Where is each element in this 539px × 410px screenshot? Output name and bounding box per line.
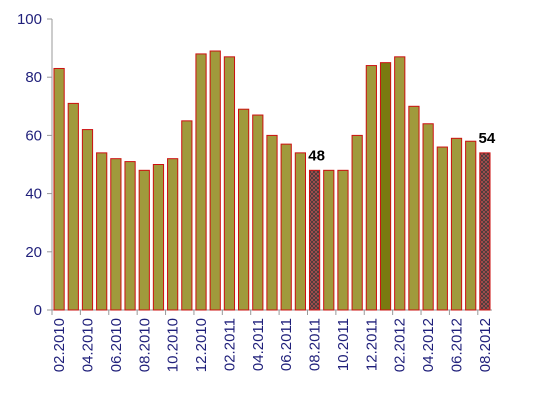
- bar: [167, 158, 179, 311]
- y-tick-label: 20: [25, 244, 42, 261]
- x-tick-label: 08.2010: [136, 318, 153, 372]
- y-tick-label: 80: [25, 69, 42, 86]
- y-tick-label: 100: [17, 11, 42, 28]
- x-tick-label: 02.2011: [221, 318, 238, 371]
- bar: [323, 169, 335, 311]
- y-tick-label: 40: [25, 186, 42, 203]
- bar: [408, 105, 420, 311]
- bar: [294, 152, 306, 311]
- y-tick-label: 0: [34, 302, 42, 319]
- x-tick-label: 06.2012: [449, 318, 466, 372]
- bar: [280, 143, 292, 311]
- bar: [379, 62, 392, 311]
- bar: [238, 108, 250, 311]
- bar: [53, 67, 65, 311]
- x-tick-label: 04.2011: [250, 318, 267, 371]
- x-tick-label: 06.2010: [108, 318, 125, 372]
- bar: [152, 164, 165, 311]
- x-tick-label: 08.2011: [307, 318, 324, 371]
- bar: [209, 50, 221, 311]
- bar: [422, 123, 434, 311]
- bar: [394, 56, 406, 311]
- bar: [266, 134, 278, 311]
- x-tick-label: 12.2011: [363, 318, 380, 371]
- bar: [465, 140, 477, 311]
- x-tick-label: 02.2012: [392, 318, 409, 372]
- bar: [96, 152, 108, 311]
- x-tick-label: 10.2010: [165, 318, 182, 372]
- data-label: 48: [308, 147, 325, 164]
- bar: [81, 129, 94, 311]
- x-tick-label: 04.2010: [79, 318, 96, 372]
- bar: [450, 137, 463, 311]
- bar: [252, 114, 264, 311]
- bar: [223, 56, 236, 311]
- bar: [436, 146, 448, 311]
- bar: [337, 169, 349, 311]
- bar: [181, 120, 193, 311]
- bar: [479, 152, 491, 311]
- data-label: 54: [479, 130, 496, 147]
- x-tick-label: 08.2012: [477, 318, 494, 372]
- x-tick-label: 02.2010: [51, 318, 68, 372]
- bar: [124, 161, 136, 311]
- x-tick-label: 04.2012: [420, 318, 437, 372]
- bar: [67, 102, 79, 311]
- y-tick-label: 60: [25, 127, 42, 144]
- bar: [195, 53, 207, 311]
- bar: [351, 134, 363, 311]
- x-tick-label: 06.2011: [278, 318, 295, 371]
- bar: [365, 65, 377, 311]
- bar: [110, 158, 122, 311]
- x-tick-label: 10.2011: [335, 318, 352, 371]
- bar: [308, 169, 321, 311]
- x-tick-label: 12.2010: [193, 318, 210, 372]
- bar: [138, 169, 150, 311]
